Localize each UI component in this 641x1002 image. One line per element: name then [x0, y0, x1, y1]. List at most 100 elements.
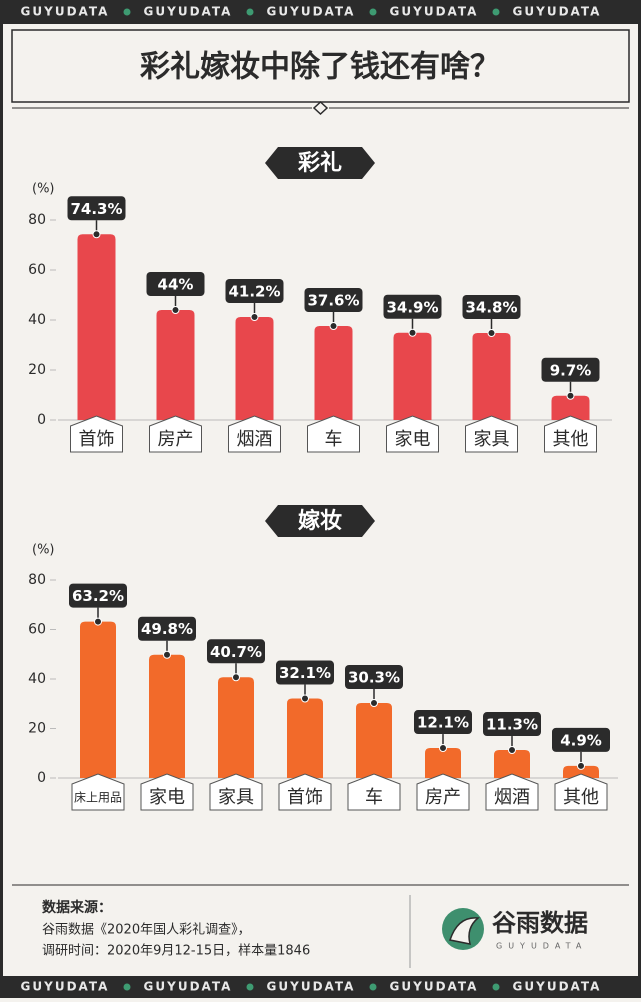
- bar: [425, 748, 461, 778]
- y-tick-label: 60: [28, 262, 46, 278]
- x-tick-label: 家电: [395, 429, 431, 450]
- x-tick-label: 首饰: [79, 429, 115, 450]
- y-tick-label: 40: [28, 671, 46, 687]
- y-tick-label: 80: [28, 572, 46, 588]
- value-label-box: [414, 710, 472, 735]
- value-label: 41.2%: [228, 283, 280, 301]
- label-dot: [94, 617, 102, 626]
- bar: [356, 703, 392, 778]
- value-label-box: [67, 196, 126, 221]
- value-label: 37.6%: [307, 292, 359, 310]
- value-label-box: [225, 279, 284, 303]
- banner-dot: [492, 983, 500, 991]
- label-dot: [577, 761, 585, 770]
- y-axis-label: (%): [32, 543, 55, 558]
- category-tag: [386, 415, 439, 453]
- value-label-box: [304, 288, 363, 312]
- value-label: 63.2%: [72, 587, 124, 605]
- x-tick-label: 家具: [218, 787, 254, 808]
- x-tick-label: 烟酒: [494, 787, 530, 808]
- bar: [218, 677, 254, 778]
- value-label-box: [383, 294, 442, 319]
- category-tag: [554, 773, 608, 811]
- source-text: 谷雨数据《2020年国人彩礼调查》，: [42, 922, 251, 938]
- x-tick-label: 车: [365, 787, 383, 808]
- top-banner: [0, 0, 641, 24]
- category-tag: [544, 415, 597, 453]
- category-tag: [70, 415, 123, 453]
- banner-text: GUYUDATA: [144, 980, 233, 994]
- bar: [287, 698, 323, 778]
- value-label: 30.3%: [348, 669, 400, 687]
- y-tick-label: 40: [28, 312, 46, 328]
- bar: [393, 332, 432, 420]
- x-tick-label: 房产: [425, 787, 461, 808]
- y-tick-label: 0: [37, 770, 46, 786]
- x-tick-label: 烟酒: [237, 429, 273, 450]
- value-label: 11.3%: [486, 716, 538, 734]
- x-tick-label: 家电: [149, 787, 185, 808]
- banner-text: GUYUDATA: [21, 980, 110, 994]
- bar: [314, 326, 353, 420]
- banner-dot: [492, 8, 500, 16]
- label-dot: [329, 322, 338, 330]
- value-label-box: [69, 583, 127, 608]
- bar: [80, 621, 116, 778]
- y-tick-label: 0: [37, 412, 46, 428]
- section-title-shape: [265, 505, 375, 537]
- y-tick-label: 20: [28, 721, 46, 737]
- value-label-box: [552, 727, 610, 752]
- section-title: 彩礼: [297, 150, 342, 176]
- label-dot: [92, 230, 101, 239]
- source-heading: 数据来源：: [42, 899, 112, 916]
- label-dot: [232, 673, 240, 682]
- value-label-box: [207, 639, 265, 664]
- label-dot: [250, 313, 259, 321]
- label-dot: [487, 329, 496, 337]
- bar: [472, 333, 511, 420]
- banner-dot: [246, 983, 254, 991]
- bar: [77, 234, 116, 420]
- value-label: 44%: [158, 276, 194, 294]
- banner-text: GUYUDATA: [21, 5, 110, 19]
- x-tick-label: 首饰: [287, 787, 323, 808]
- x-tick-label: 家具: [474, 429, 510, 450]
- category-tag: [307, 415, 360, 453]
- banner-dot: [369, 983, 377, 991]
- bar: [551, 395, 590, 420]
- bar: [494, 750, 530, 778]
- x-tick-label: 房产: [158, 429, 194, 450]
- value-label-box: [138, 616, 196, 641]
- category-tag: [209, 773, 263, 811]
- divider-diamond: [312, 100, 329, 116]
- banner-text: GUYUDATA: [390, 5, 479, 19]
- banner-dot: [123, 983, 131, 991]
- label-dot: [439, 744, 447, 753]
- label-dot: [301, 694, 309, 703]
- value-label: 32.1%: [279, 664, 331, 682]
- bar: [156, 310, 195, 420]
- banner-dot: [369, 8, 377, 16]
- category-tag: [71, 773, 125, 811]
- banner-text: GUYUDATA: [390, 980, 479, 994]
- label-dot: [566, 391, 575, 400]
- x-tick-label: 床上用品: [74, 791, 122, 805]
- label-dot: [408, 328, 417, 337]
- title-frame: [11, 29, 630, 103]
- category-tag: [149, 415, 202, 453]
- logo-mark: [449, 917, 480, 945]
- logo-sub: GUYUDATA: [496, 942, 587, 951]
- survey-text: 调研时间：2020年9月12-15日，样本量1846: [42, 944, 310, 959]
- label-dot: [508, 746, 516, 755]
- bottom-banner: [0, 976, 641, 998]
- value-label-box: [483, 712, 541, 737]
- y-tick-label: 60: [28, 622, 46, 638]
- banner-dot: [123, 8, 131, 16]
- banner-text: GUYUDATA: [267, 980, 356, 994]
- banner-text: GUYUDATA: [513, 980, 602, 994]
- banner-text: GUYUDATA: [267, 5, 356, 19]
- category-tag: [347, 773, 401, 811]
- value-label-box: [276, 660, 334, 685]
